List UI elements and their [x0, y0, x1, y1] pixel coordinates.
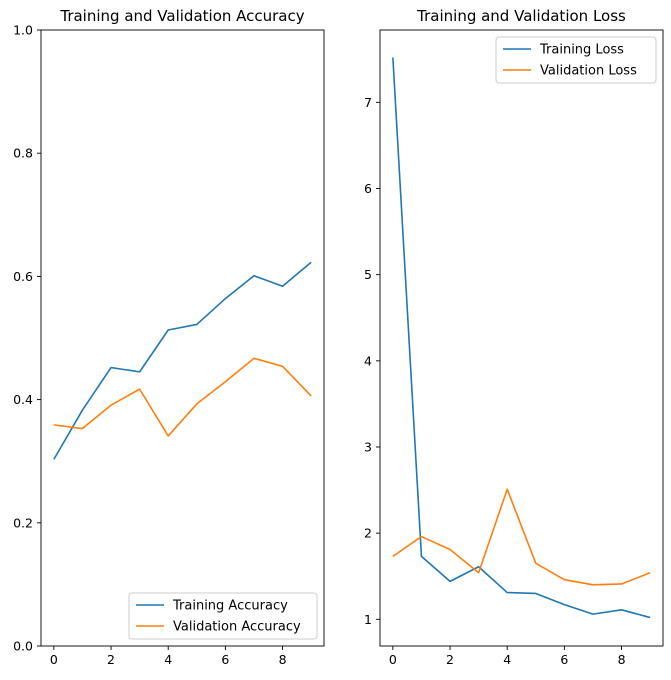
chart-0-y-tick-label: 0.0 [13, 639, 33, 654]
chart-0-axes-frame [40, 29, 325, 647]
chart-0-y-tick-label: 0.6 [13, 269, 33, 284]
chart-1-x-tick-label: 2 [446, 652, 454, 667]
chart-0-legend-label: Validation Accuracy [173, 620, 301, 635]
chart-0-legend: Training Accuracy Validation Accuracy [128, 592, 318, 640]
chart-1-x-tick-label: 6 [560, 652, 568, 667]
chart-0-title: Training and Validation Accuracy [59, 7, 304, 25]
chart-1-legend: Training Loss Validation Loss [495, 36, 657, 84]
chart-0-x-tick-label: 4 [164, 652, 172, 667]
chart-1-series-validation-loss-line [392, 488, 651, 586]
chart-0-y-tick-label: 1.0 [13, 23, 33, 38]
chart-1-series-training-loss-line [392, 57, 651, 619]
chart-0-y-tick-label: 0.8 [13, 146, 33, 161]
accuracy-chart-panel: Training and Validation Accuracy 0 2 4 6 8 0.0… [13, 7, 325, 667]
chart-1-axes-frame [379, 29, 664, 647]
chart-1-x-tick-label: 0 [389, 652, 397, 667]
chart-1-y-tick-label: 6 [364, 181, 372, 196]
chart-0-x-tick-label: 6 [221, 652, 229, 667]
chart-1-legend-box [495, 36, 657, 84]
chart-0-legend-box [128, 592, 318, 640]
chart-1-y-tick-label: 3 [364, 439, 372, 454]
chart-0-x-tick-label: 0 [50, 652, 58, 667]
chart-1-x-tick-label: 8 [618, 652, 626, 667]
chart-0-x-tick-label: 8 [279, 652, 287, 667]
chart-0-y-tick-label: 0.2 [13, 515, 33, 530]
chart-0-x-tick-label: 2 [107, 652, 115, 667]
chart-1-legend-label: Training Loss [539, 43, 624, 58]
loss-chart-panel: Training and Validation Loss 0 2 4 6 8 1 2 3 4 5 6 7… [364, 7, 664, 667]
chart-1-title: Training and Validation Loss [416, 7, 626, 25]
chart-1-y-tick-label: 5 [364, 267, 372, 282]
chart-0-series-training-accuracy-line [53, 261, 312, 460]
chart-1-y-tick-label: 7 [364, 95, 372, 110]
chart-0-y-tick-label: 0.4 [13, 392, 33, 407]
chart-0-series-validation-accuracy-line [53, 357, 312, 437]
chart-1-legend-label: Validation Loss [540, 64, 637, 79]
chart-1-x-tick-label: 4 [503, 652, 511, 667]
chart-0-legend-label: Training Accuracy [172, 599, 288, 614]
chart-1-y-tick-label: 2 [364, 526, 372, 541]
chart-1-y-tick-label: 1 [364, 612, 372, 627]
chart-1-y-tick-label: 4 [364, 353, 372, 368]
